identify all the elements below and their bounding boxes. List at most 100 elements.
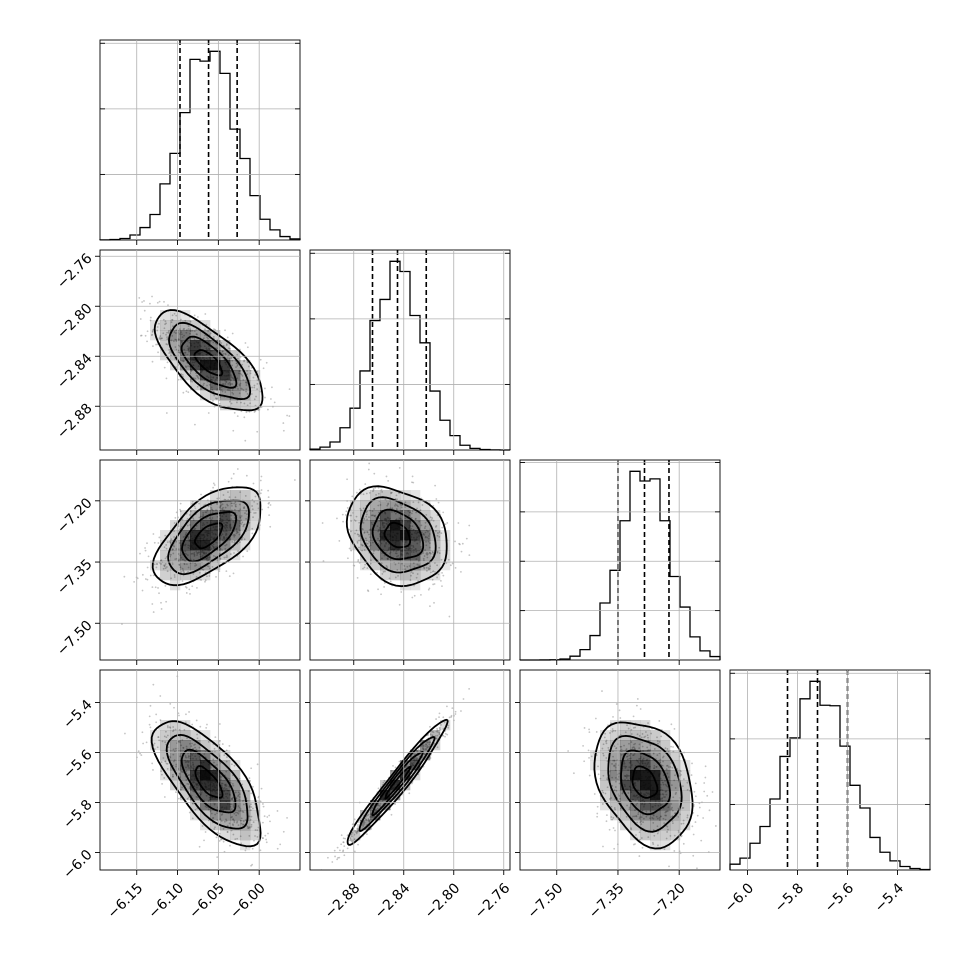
scatter-point [239, 382, 242, 385]
scatter-point [146, 578, 149, 581]
scatter-point [221, 775, 223, 778]
scatter-point [261, 837, 264, 839]
scatter-point [384, 498, 387, 501]
scatter-point [657, 844, 659, 847]
scatter-point [173, 759, 176, 762]
scatter-point [239, 508, 242, 511]
scatter-point [641, 741, 643, 744]
scatter-point [233, 819, 236, 822]
density-layer [100, 284, 291, 442]
scatter-point [250, 815, 253, 818]
scatter-point [165, 333, 167, 336]
density-cell [170, 330, 181, 341]
scatter-point [173, 312, 176, 315]
scatter-point [172, 548, 174, 551]
scatter-point [632, 715, 635, 718]
scatter-point [369, 573, 372, 576]
scatter-point [628, 808, 631, 811]
scatter-point [225, 344, 228, 347]
scatter-point [659, 758, 662, 761]
density-cell [170, 340, 181, 351]
scatter-point [665, 814, 668, 817]
scatter-point [425, 743, 427, 746]
scatter-point [216, 831, 219, 834]
density-cell [220, 530, 231, 541]
scatter-point [420, 546, 422, 548]
scatter-point [366, 531, 369, 534]
scatter-point [239, 810, 242, 812]
scatter-point [256, 388, 259, 391]
density-cell [210, 340, 221, 351]
scatter-point [244, 381, 247, 384]
scatter-point [397, 562, 400, 564]
scatter-point [431, 734, 434, 737]
scatter-point [350, 840, 353, 843]
scatter-point [194, 507, 197, 510]
scatter-point [607, 749, 610, 752]
scatter-point [202, 384, 205, 387]
scatter-point [230, 402, 233, 405]
scatter-point [204, 579, 207, 582]
scatter-point [218, 749, 221, 751]
density-cell [200, 380, 211, 391]
scatter-point [232, 818, 235, 820]
scatter-point [686, 814, 689, 817]
scatter-point [194, 564, 196, 567]
scatter-point [232, 805, 235, 808]
density-cell [650, 840, 661, 851]
scatter-point [240, 538, 243, 541]
scatter-point [320, 895, 322, 897]
scatter-point [428, 741, 430, 744]
scatter-point [185, 745, 188, 748]
scatter-point [431, 730, 434, 733]
scatter-point [671, 766, 674, 769]
density-cell [240, 500, 251, 511]
scatter-point [608, 732, 611, 734]
scatter-point [248, 826, 251, 828]
density-cell [200, 520, 211, 531]
scatter-point [656, 832, 659, 835]
density-cell [410, 550, 421, 561]
scatter-point [356, 491, 358, 494]
density-cell [180, 770, 191, 781]
scatter-point [249, 819, 252, 821]
density-cell [210, 790, 221, 801]
density-cell [170, 310, 181, 321]
density-cell [210, 550, 221, 561]
density-cell [630, 830, 641, 841]
density-cell [190, 370, 201, 381]
density-cell [200, 540, 211, 551]
scatter-point [373, 508, 376, 510]
scatter-point [413, 566, 416, 569]
scatter-point [200, 387, 203, 390]
scatter-point [371, 806, 374, 809]
scatter-point [228, 357, 231, 360]
scatter-point [250, 803, 252, 806]
scatter-point [207, 412, 210, 414]
scatter-point [340, 843, 343, 846]
scatter-point [177, 712, 180, 715]
scatter-point [446, 705, 448, 708]
scatter-point [613, 759, 616, 762]
scatter-point [663, 822, 666, 825]
scatter-point [232, 796, 234, 799]
scatter-point [182, 360, 185, 363]
density-cell [190, 530, 201, 541]
density-cell [160, 310, 171, 321]
scatter-point [381, 573, 384, 575]
scatter-point [191, 723, 194, 726]
scatter-point [618, 795, 620, 797]
scatter-point [428, 567, 431, 570]
scatter-point [620, 745, 623, 748]
density-cell [680, 790, 691, 801]
scatter-point [432, 731, 435, 734]
scatter-point [372, 550, 375, 552]
scatter-point [704, 765, 707, 768]
scatter-point [397, 574, 399, 577]
scatter-point [237, 388, 239, 390]
scatter-point [163, 777, 166, 779]
scatter-point [454, 710, 457, 713]
scatter-point [387, 480, 390, 482]
scatter-point [172, 325, 174, 328]
scatter-point [147, 555, 150, 558]
